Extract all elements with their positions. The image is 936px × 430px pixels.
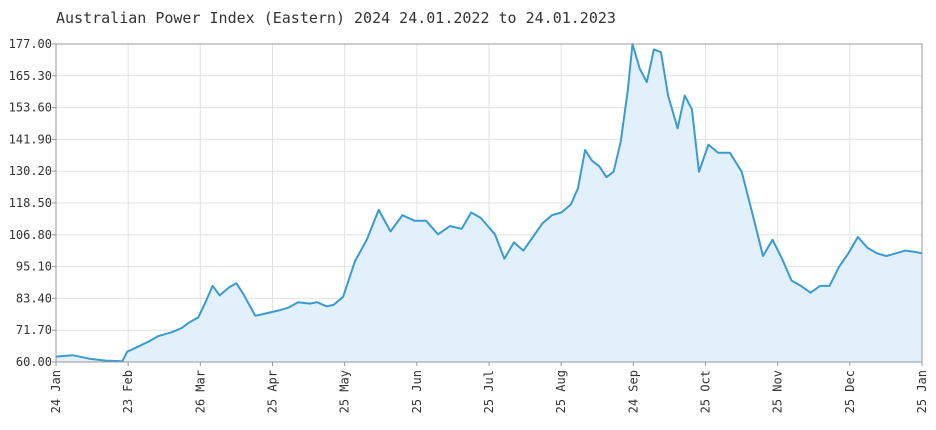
plot-border <box>55 43 923 363</box>
y-tick-label: 141.90 <box>9 132 52 146</box>
y-tick-label: 83.40 <box>16 291 52 305</box>
y-tick-label: 95.10 <box>16 260 52 274</box>
x-tick-label: 25 Nov <box>771 370 785 413</box>
x-tick-label: 25 May <box>338 370 352 413</box>
y-tick-label: 71.70 <box>16 323 52 337</box>
x-tick-label: 25 Apr <box>266 370 280 413</box>
x-tick-label: 25 Dec <box>843 370 857 413</box>
x-tick-label: 25 Jun <box>410 370 424 413</box>
x-tick-label: 25 Jul <box>482 370 496 413</box>
series-area <box>56 44 922 362</box>
y-tick-label: 60.00 <box>16 355 52 369</box>
x-tick-label: 24 Jan <box>49 370 63 413</box>
y-tick-label: 106.80 <box>9 228 52 242</box>
x-tick-label: 23 Feb <box>121 370 135 413</box>
x-tick-label: 24 Sep <box>626 370 640 413</box>
x-tick-label: 26 Mar <box>193 370 207 413</box>
y-tick-label: 177.00 <box>9 37 52 51</box>
x-tick-label: 25 Oct <box>699 370 713 413</box>
y-tick-label: 153.60 <box>9 101 52 115</box>
y-tick-label: 130.20 <box>9 164 52 178</box>
x-tick-label: 25 Jan <box>915 370 929 413</box>
chart-title: Australian Power Index (Eastern) 2024 24… <box>56 9 616 27</box>
x-tick-label: 25 Aug <box>554 370 568 413</box>
y-tick-label: 118.50 <box>9 196 52 210</box>
y-tick-label: 165.30 <box>9 69 52 83</box>
series-line <box>55 43 923 363</box>
